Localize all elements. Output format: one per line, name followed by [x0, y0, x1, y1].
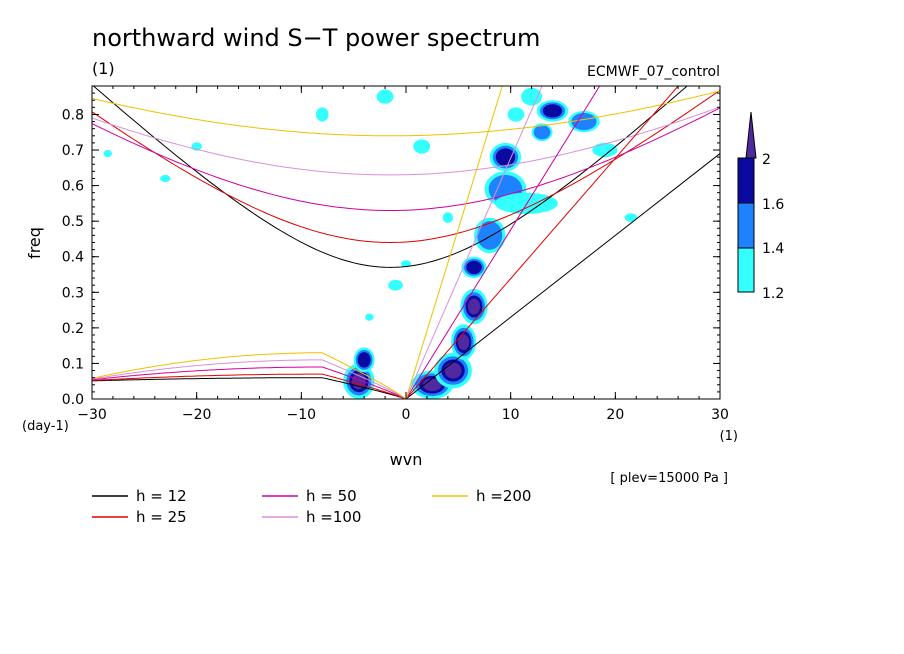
rossby-gravity-curve [92, 366, 407, 399]
power-patch [357, 352, 371, 368]
legend-label: h =200 [476, 487, 531, 505]
power-patch [494, 192, 558, 215]
power-patch [160, 174, 171, 183]
dispersion-curve-h100 [92, 106, 720, 176]
colorbar-band-mid [737, 202, 755, 249]
colorbar-band-high [737, 157, 755, 204]
experiment-label: ECMWF_07_control [587, 64, 720, 80]
y-tick-label: 0.8 [62, 107, 84, 123]
x-tick-label: −30 [77, 407, 107, 423]
y-axis-label: freq [25, 227, 44, 259]
dispersion-curve-h50 [92, 107, 720, 211]
power-patch [365, 313, 374, 321]
plev-note: [ plev=15000 Pa ] [610, 471, 728, 486]
power-patch [315, 107, 329, 122]
power-patch [413, 139, 431, 154]
x-tick-label: −20 [182, 407, 212, 423]
axis-ticks: −30 −20 −10 0 10 20 30 0.0 0.1 0.2 0.3 0.4 0.5 0.6 0.7… [62, 86, 729, 423]
x-axis-label: wvn [390, 450, 423, 469]
x-tick-label: 0 [402, 407, 411, 423]
power-patch [467, 298, 481, 315]
plot-area [92, 86, 720, 399]
power-shading [103, 87, 638, 399]
power-patch [521, 87, 543, 106]
power-patch [442, 212, 454, 223]
power-patch [457, 334, 470, 351]
power-patch [376, 89, 394, 104]
x-tick-label: 20 [606, 407, 624, 423]
rossby-gravity-curve [92, 352, 407, 399]
x-tick-label: 30 [711, 407, 729, 423]
y-tick-label: 0.4 [62, 250, 84, 266]
power-patch [533, 125, 551, 140]
legend-label: h = 25 [136, 508, 187, 526]
power-patch [624, 213, 638, 222]
kelvin-line-h200 [405, 86, 503, 399]
x-tick-label: −10 [287, 407, 317, 423]
figure-title: northward wind S−T power spectrum [92, 24, 540, 52]
power-patch [103, 150, 112, 158]
rossby-gravity-curve [92, 373, 407, 399]
kelvin-line-h100 [405, 86, 543, 399]
colorbar: 2 1.6 1.4 1.2 [737, 111, 784, 302]
power-patch [388, 279, 403, 291]
colorbar-label: 1.2 [762, 286, 784, 302]
power-patch [592, 142, 618, 158]
dispersion-curve-h200 [92, 90, 720, 137]
power-patch [507, 107, 525, 122]
kelvin-line-h25 [405, 86, 679, 399]
dispersion-curve-h12 [92, 86, 688, 268]
y-unit-label: (day-1) [22, 419, 69, 434]
legend-label: h =100 [306, 508, 361, 526]
colorbar-label: 1.4 [762, 241, 784, 257]
rossby-gravity-curve [92, 359, 407, 399]
rossby-gravity-curve [92, 377, 407, 399]
y-tick-label: 0.2 [62, 321, 84, 337]
x-tick-label: 10 [502, 407, 520, 423]
legend-label: h = 50 [306, 487, 357, 505]
power-patch [571, 113, 597, 131]
power-patch [495, 148, 516, 166]
power-patch [400, 260, 412, 268]
colorbar-label: 2 [762, 152, 771, 168]
x-unit-label: (1) [720, 429, 738, 444]
colorbar-band-low [737, 247, 755, 293]
y-tick-label: 0.1 [62, 356, 84, 372]
legend-label: h = 12 [136, 487, 187, 505]
power-patch [477, 221, 503, 250]
kelvin-line-h12 [405, 153, 720, 399]
y-tick-label: 0.6 [62, 179, 84, 195]
power-patch [422, 378, 442, 392]
colorbar-arrow [745, 111, 757, 159]
dispersion-curves [92, 86, 720, 399]
colorbar-label: 1.6 [762, 197, 784, 213]
y-tick-label: 0.3 [62, 285, 84, 301]
power-patch [444, 362, 462, 379]
y-tick-label: 0.0 [62, 392, 84, 408]
kelvin-line-h50 [405, 86, 601, 399]
dispersion-curve-h25 [92, 89, 720, 244]
y-tick-label: 0.7 [62, 143, 84, 159]
power-patch [542, 104, 563, 118]
figure-subtitle: (1) [92, 59, 115, 78]
power-patch [466, 260, 482, 275]
y-tick-label: 0.5 [62, 214, 84, 230]
legend: h = 12 h = 50 h =200 h = 25 h =100 [92, 487, 531, 526]
